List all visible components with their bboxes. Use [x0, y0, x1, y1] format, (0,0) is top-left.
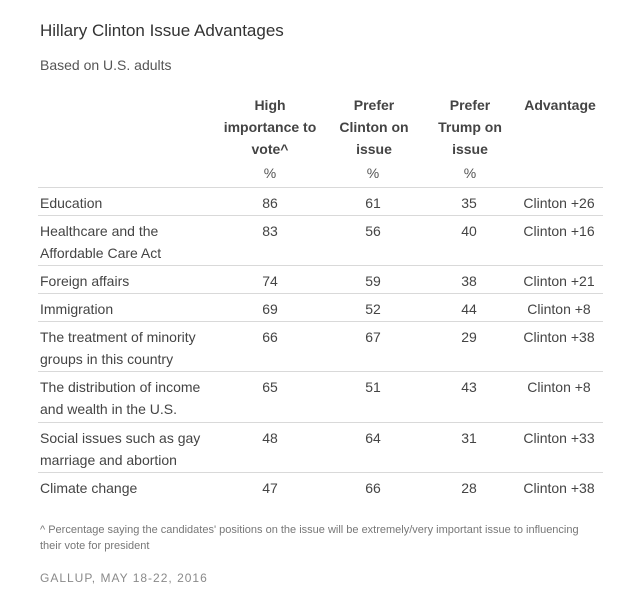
unit-label-importance: % [263, 165, 277, 181]
importance-value: 86 [262, 195, 278, 211]
clinton-value: 52 [365, 301, 381, 317]
issue-label: Education [40, 195, 103, 211]
trump-value: 28 [461, 480, 477, 496]
importance-value: 69 [262, 301, 278, 317]
importance-value: 74 [262, 273, 278, 289]
column-header-importance: High importance to vote^ [223, 97, 317, 157]
importance-value: 66 [262, 329, 278, 345]
issue-label: Immigration [40, 301, 114, 317]
trump-value: 44 [461, 301, 477, 317]
table-row: Climate change 47 66 28 Clinton +38 [38, 472, 603, 501]
footnote: ^ Percentage saying the candidates' posi… [40, 524, 579, 552]
importance-value: 47 [262, 480, 278, 496]
chart-title: Hillary Clinton Issue Advantages [40, 21, 284, 40]
table-row: Foreign affairs 74 59 38 Clinton +21 [38, 265, 603, 294]
clinton-value: 67 [365, 329, 381, 345]
trump-value: 35 [461, 195, 477, 211]
clinton-value: 51 [365, 379, 381, 395]
trump-value: 38 [461, 273, 477, 289]
unit-label-prefer-clinton: % [366, 165, 380, 181]
trump-value: 29 [461, 329, 477, 345]
column-header-prefer-trump: Prefer Trump on issue [438, 97, 502, 157]
clinton-value: 64 [365, 430, 381, 446]
table-row: Healthcare and the Affordable Care Act 83… [38, 215, 603, 266]
advantage-value: Clinton +8 [527, 379, 591, 395]
chart-subtitle: Based on U.S. adults [40, 57, 172, 73]
table-row: The distribution of income and wealth in… [38, 371, 603, 423]
advantage-value: Clinton +38 [523, 480, 595, 496]
advantage-value: Clinton +16 [523, 223, 595, 239]
table-row: The treatment of minority groups in this… [38, 321, 603, 372]
clinton-value: 56 [365, 223, 381, 239]
clinton-value: 59 [365, 273, 381, 289]
source-label: GALLUP, MAY 18-22, 2016 [40, 571, 208, 585]
unit-label-prefer-trump: % [463, 165, 477, 181]
clinton-value: 61 [365, 195, 381, 211]
importance-value: 65 [262, 379, 278, 395]
table-row: Social issues such as gay marriage and a… [38, 422, 603, 473]
table-row: Education 86 61 35 Clinton +26 [38, 187, 603, 216]
table-row: Immigration 69 52 44 Clinton +8 [38, 293, 603, 322]
column-header-prefer-clinton: Prefer Clinton on issue [339, 97, 409, 157]
advantage-value: Clinton +26 [523, 195, 595, 211]
issue-label: Healthcare and the Affordable Care Act [40, 223, 162, 261]
trump-value: 31 [461, 430, 477, 446]
issue-label: The treatment of minority groups in this… [40, 329, 196, 367]
advantage-value: Clinton +33 [523, 430, 595, 446]
issue-label: Foreign affairs [40, 273, 130, 289]
importance-value: 83 [262, 223, 278, 239]
issue-label: Social issues such as gay marriage and a… [40, 430, 201, 468]
column-header-advantage: Advantage [524, 97, 596, 113]
issue-label: The distribution of income and wealth in… [40, 379, 201, 417]
advantage-value: Clinton +8 [527, 301, 591, 317]
issue-label: Climate change [40, 480, 138, 496]
importance-value: 48 [262, 430, 278, 446]
trump-value: 40 [461, 223, 477, 239]
clinton-value: 66 [365, 480, 381, 496]
trump-value: 43 [461, 379, 477, 395]
advantage-value: Clinton +38 [523, 329, 595, 345]
advantage-value: Clinton +21 [523, 273, 595, 289]
